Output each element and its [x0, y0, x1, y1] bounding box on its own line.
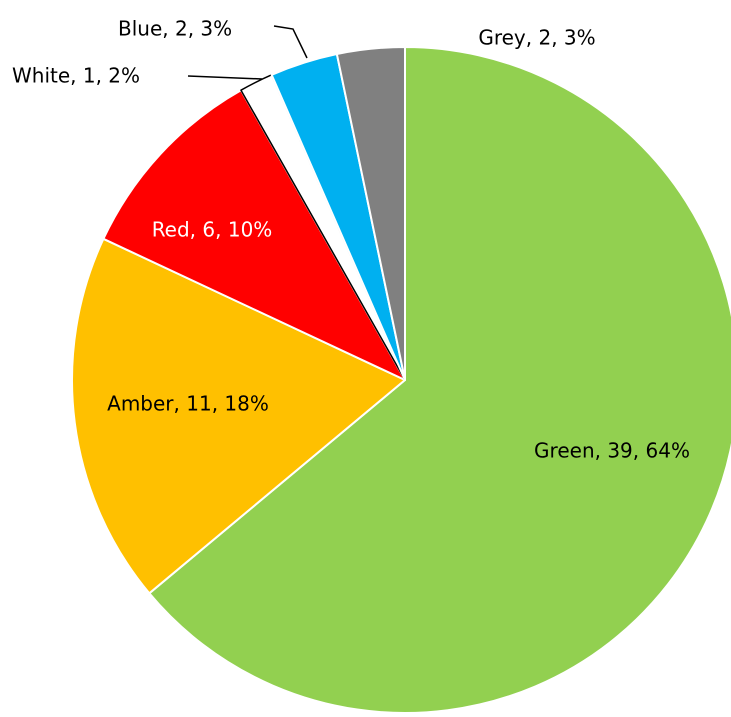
leader-lines-layer	[187, 25, 308, 80]
data-label-grey: Grey, 2, 3%	[478, 26, 595, 50]
data-labels-layer: Green, 39, 64% Amber, 11, 18% Red, 6, 10% W…	[12, 17, 690, 463]
pie-slice-red	[102, 89, 406, 381]
leader-line-white	[187, 75, 263, 80]
pie-slice-grey	[335, 46, 406, 381]
data-label-green: Green, 39, 64%	[534, 439, 690, 463]
data-label-red: Red, 6, 10%	[152, 218, 273, 242]
pie-slice-green	[148, 46, 731, 714]
slices-layer	[71, 46, 731, 714]
data-label-white: White, 1, 2%	[12, 64, 140, 88]
leader-line-blue	[273, 25, 308, 59]
pie-slice-amber	[71, 237, 406, 595]
data-label-blue: Blue, 2, 3%	[118, 17, 232, 41]
data-label-amber: Amber, 11, 18%	[107, 392, 269, 416]
